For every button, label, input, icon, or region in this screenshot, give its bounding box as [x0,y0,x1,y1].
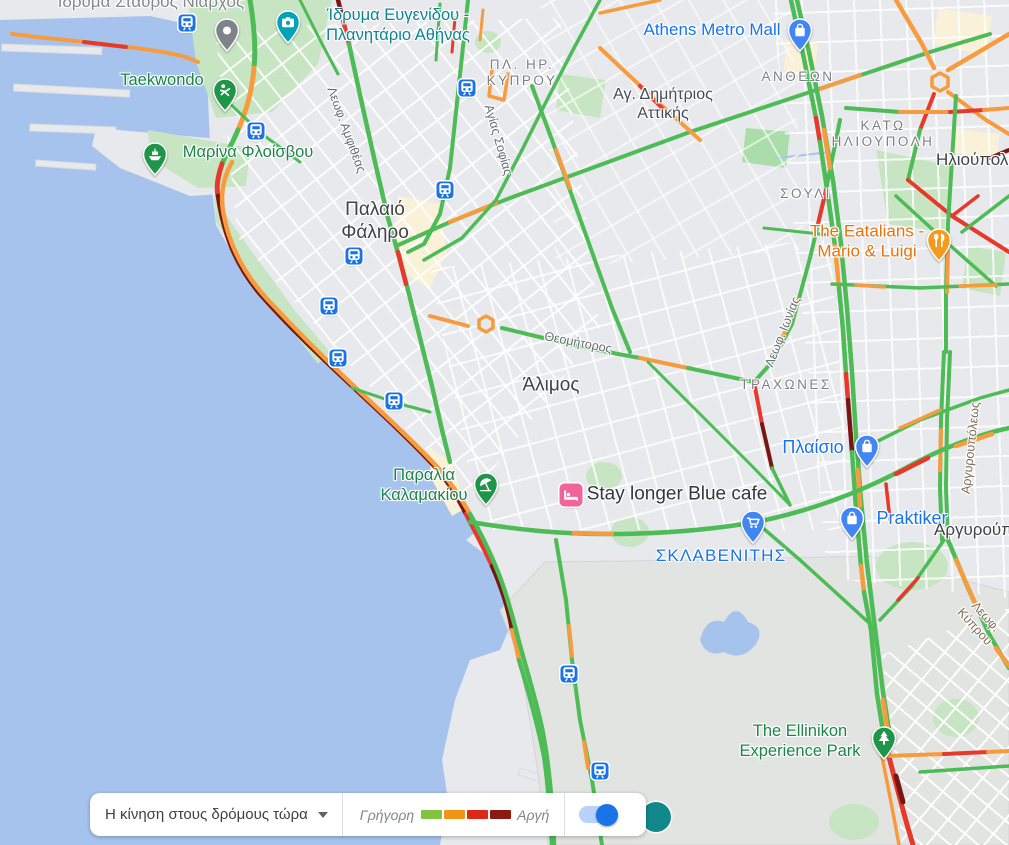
kalamaki-beach-pin[interactable] [473,472,499,507]
label-ellinikon-park[interactable]: The Ellinikon Experience Park [739,722,861,760]
train-icon [181,16,193,31]
praktiker-pin[interactable] [839,506,865,541]
camera-icon [282,17,294,28]
label-praktiker[interactable]: Praktiker [876,508,948,529]
coastal-poseidonos-avenue [10,0,557,845]
label-stay-longer-blue-cafe[interactable]: Stay longer Blue cafe [586,483,768,505]
agias-sofias-road [224,0,602,262]
transit-station-icon[interactable] [247,122,265,140]
label-taekwondo[interactable]: Taekwondo [120,71,204,90]
eatalians-restaurant-pin[interactable] [926,228,952,263]
traffic-control-bar: Η κίνηση στους δρόμους τώρα Γρήγορη Αργή [90,793,646,836]
ionias-avenue [752,118,842,507]
chevron-down-icon [317,811,328,818]
label-pl-ir-kyprou: ΠΛ. ΗΡ. ΚΥΠΡΟΥ [486,56,558,88]
label-eatalians[interactable]: The Eatalians - Mario & Luigi [809,221,925,261]
marina-pin[interactable] [142,142,168,177]
tree-icon [878,731,890,745]
toggle-knob [596,803,619,826]
beach-umbrella-icon [479,478,492,492]
ellinikon-park-pin[interactable] [871,726,897,761]
generic-gray-pin[interactable] [214,18,240,53]
planetarium-pin[interactable] [275,10,301,45]
agios-dimitrios-roads [530,0,702,354]
transit-station-icon[interactable] [178,14,196,32]
traffic-toggle[interactable] [579,803,619,826]
label-planetarium[interactable]: Ίδρυμα Ευγενίδου - Πλανητάριο Αθήνας [326,6,470,44]
label-ag-dimitrios: Αγ. Δημήτριος Αττικής [613,85,713,122]
traffic-dropdown[interactable]: Η κίνηση στους δρόμους τώρα [90,793,328,836]
plaisio-pin[interactable] [854,434,880,469]
legend-slow-label: Αργή [517,806,550,823]
label-paralia-kalamakiou[interactable]: Παραλία Καλαμακίου [380,466,468,504]
taekwondo-icon [219,84,231,97]
label-plaisio[interactable]: Πλαίσιο [782,437,844,458]
divider [341,793,343,836]
hotel-badge[interactable] [559,483,583,507]
legend-chip-fast [421,810,443,819]
traffic-legend: Γρήγορη Αργή [343,793,550,836]
legend-fast-label: Γρήγορη [359,806,415,823]
traffic-dropdown-label: Η κίνηση στους δρόμους τώρα [105,806,308,823]
dot-icon [223,26,231,35]
athens-metro-mall-pin[interactable] [787,18,813,53]
label-sklavenitis[interactable]: ΣΚΛΑΒΕΝΙΤΗΣ [655,545,787,565]
shopping-bag-icon [847,511,857,525]
label-argyroupoli: Αργυρούπολη [934,519,1009,539]
restaurant-icon [934,233,945,248]
legend-chip-medium [444,810,466,819]
amfitheas-avenue [335,0,453,465]
transit-station-icon[interactable] [436,181,454,199]
label-palaio-faliro: Παλαιό Φάληρο [341,199,409,243]
ellinikon-south-roads [884,749,1009,774]
shopping-bag-icon [862,439,872,453]
label-marina-flisvou[interactable]: Μαρίνα Φλοίσβου [182,143,314,162]
theomitoros-road [428,314,756,384]
divider [564,793,566,836]
sklavenitis-pin[interactable] [740,510,766,545]
shopping-bag-icon [795,23,805,37]
pond [700,611,760,656]
transit-station-icon[interactable] [320,297,338,315]
transit-station-icon[interactable] [329,349,347,367]
sports-poi-circle[interactable] [641,802,671,832]
label-athens-metro-mall[interactable]: Athens Metro Mall [643,19,781,39]
label-stavros-niarchos[interactable]: Ίδρυμα Σταύρος Νιάρχος [55,0,245,11]
label-ilioupoli: Ηλιούπολη [936,149,1009,169]
cart-icon [746,517,760,528]
taekwondo-pin[interactable] [212,78,238,113]
legend-chip-slow [467,810,489,819]
transit-station-icon[interactable] [591,762,609,780]
ellinikon-area [499,555,1009,845]
label-trachones: ΤΡΑΧΩΝΕΣ [740,376,832,392]
label-antheon: ΑΝΘΕΩΝ [761,68,835,84]
legend-chip-very-slow [490,810,512,819]
transit-station-icon[interactable] [458,79,476,97]
bed-icon [564,490,578,501]
transit-station-icon[interactable] [345,247,363,265]
argyroupoleos-street [878,350,1009,671]
transit-station-icon[interactable] [560,665,578,683]
vouliagmenis-avenue [788,0,916,845]
ilioupoli-interchange [830,0,1009,354]
alimou-kalamakiou-roads [350,226,1009,845]
label-alimos: Άλιμος [522,374,580,396]
label-kato-ilioupoli: ΚΑΤΩ ΗΛΙΟΥΠΟΛΗ [831,117,935,149]
boat-icon [148,148,162,161]
transit-station-icon[interactable] [385,392,403,410]
label-souli: ΣΟΥΛΙ [780,185,832,201]
